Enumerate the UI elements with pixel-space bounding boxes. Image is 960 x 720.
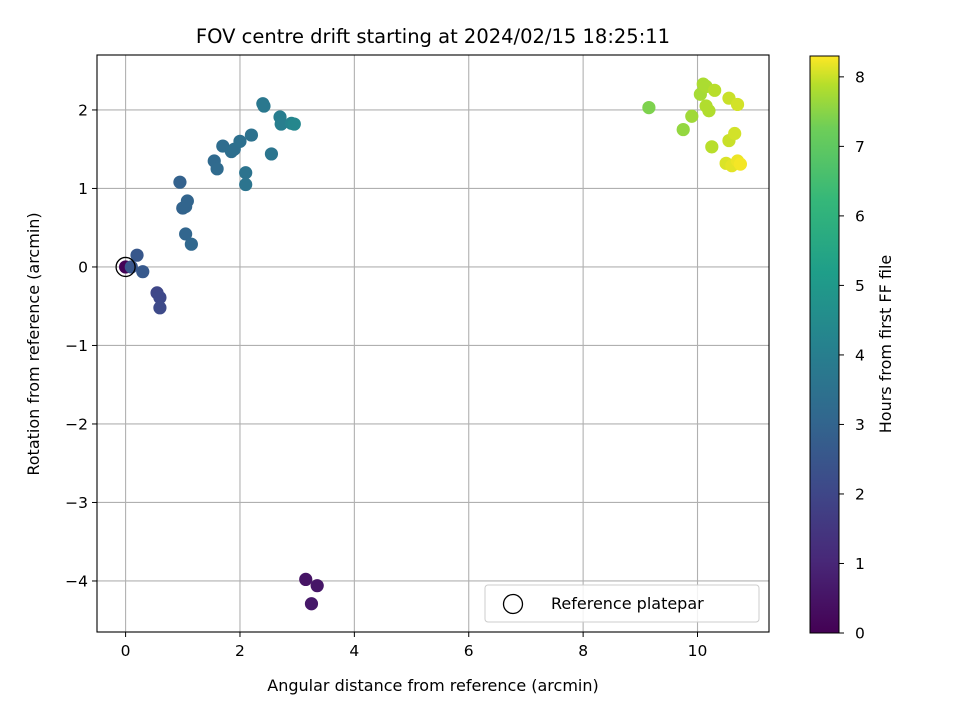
y-axis-ticks: −4 −3 −2 −1 0 1 2 — [65, 101, 97, 590]
data-point — [239, 166, 253, 180]
y-tick-label: −4 — [65, 572, 88, 590]
x-tick-label: 2 — [235, 642, 245, 660]
data-point — [702, 104, 716, 118]
x-axis-ticks: 0 2 4 6 8 10 — [121, 632, 708, 660]
data-point — [728, 126, 742, 141]
data-point — [136, 265, 150, 279]
x-tick-label: 4 — [349, 642, 359, 660]
colorbar-ticks: 0 1 2 3 4 5 6 7 8 — [839, 68, 865, 643]
data-point — [184, 237, 198, 251]
colorbar: 0 1 2 3 4 5 6 7 8 Hours from first FF file — [809, 55, 895, 643]
data-point — [173, 175, 187, 189]
colorbar-tick-label: 0 — [855, 625, 865, 643]
colorbar-tick-label: 7 — [855, 138, 865, 156]
y-tick-label: −1 — [65, 337, 88, 355]
data-point — [274, 117, 288, 131]
colorbar-gradient — [809, 55, 840, 634]
data-points — [118, 77, 748, 611]
colorbar-tick-label: 3 — [855, 416, 865, 434]
data-point — [153, 290, 167, 305]
data-point — [264, 147, 279, 161]
colorbar-tick-label: 4 — [855, 346, 865, 364]
grid-lines — [97, 55, 769, 632]
data-point — [239, 177, 253, 192]
y-tick-label: −3 — [65, 494, 88, 512]
x-tick-label: 6 — [464, 642, 474, 660]
y-tick-label: 2 — [78, 101, 88, 119]
data-point — [310, 579, 324, 593]
colorbar-label: Hours from first FF file — [876, 255, 895, 434]
data-point — [179, 227, 193, 241]
colorbar-tick-label: 6 — [855, 207, 865, 225]
reference-marker — [115, 256, 136, 278]
data-point — [733, 157, 748, 171]
data-point — [244, 128, 259, 142]
data-point — [676, 122, 690, 137]
y-axis-label: Rotation from reference (arcmin) — [24, 212, 43, 475]
data-point — [299, 572, 313, 587]
colorbar-tick-label: 1 — [855, 555, 865, 573]
legend-reference-marker-icon — [502, 593, 524, 615]
plot-frame — [96, 54, 770, 633]
reference-platepar-marker — [115, 256, 136, 278]
chart-title: FOV centre drift starting at 2024/02/15 … — [196, 25, 670, 48]
data-point — [685, 109, 699, 123]
legend: Reference platepar — [484, 584, 760, 623]
x-tick-label: 0 — [121, 642, 131, 660]
legend-box — [484, 584, 760, 623]
data-point — [233, 134, 247, 148]
data-point — [257, 99, 271, 113]
colorbar-tick-label: 2 — [855, 485, 865, 503]
data-point — [130, 248, 144, 262]
data-point — [708, 83, 722, 97]
data-point — [287, 117, 301, 131]
data-point — [705, 140, 719, 154]
y-tick-label: −2 — [65, 415, 88, 433]
x-tick-label: 10 — [688, 642, 708, 660]
colorbar-tick-label: 5 — [855, 277, 865, 295]
colorbar-tick-label: 8 — [855, 68, 865, 86]
legend-label: Reference platepar — [551, 594, 704, 613]
data-point — [642, 100, 656, 115]
data-point — [180, 194, 194, 208]
x-axis-label: Angular distance from reference (arcmin) — [267, 676, 598, 695]
y-tick-label: 1 — [78, 180, 88, 198]
y-tick-label: 0 — [78, 258, 88, 276]
data-point — [730, 97, 745, 112]
data-point — [124, 260, 138, 274]
x-tick-label: 8 — [578, 642, 588, 660]
data-point — [153, 301, 167, 315]
data-point — [304, 597, 319, 611]
data-point — [210, 162, 224, 176]
